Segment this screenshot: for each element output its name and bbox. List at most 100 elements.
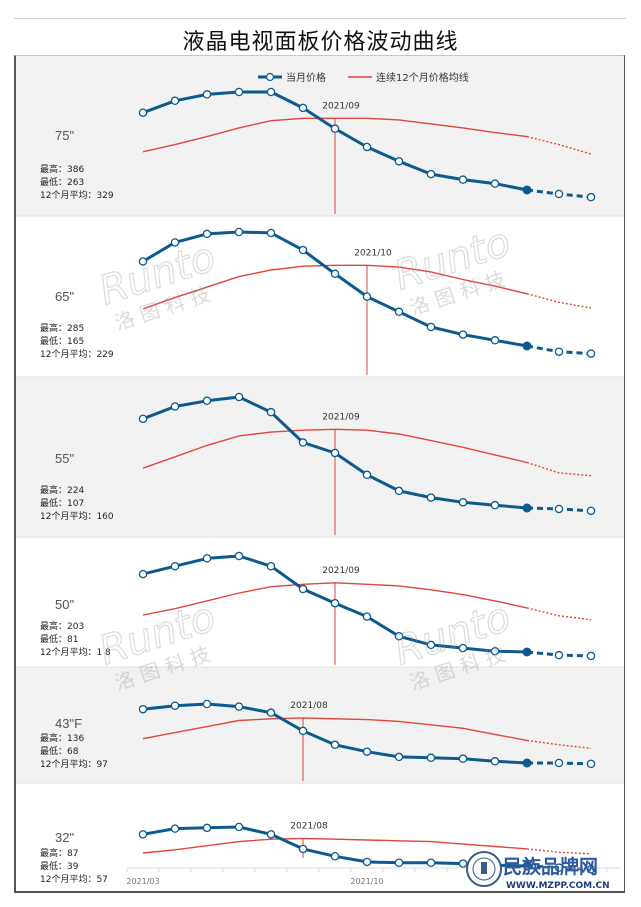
price-point (202, 823, 212, 833)
price-point (490, 646, 500, 656)
legend-current-marker (265, 72, 275, 82)
price-point (298, 584, 308, 594)
price-point (362, 142, 372, 152)
peak-marker-label: 2021/10 (354, 248, 392, 258)
site-logo-name: 民族品牌网 (503, 855, 598, 878)
ma-line-forecast (526, 135, 592, 155)
price-point (458, 330, 468, 339)
price-point (490, 500, 500, 510)
site-logo-emblem-inner (472, 857, 496, 881)
peak-marker-label: 2021/09 (322, 412, 360, 422)
current-month-point (522, 758, 532, 768)
price-point (138, 704, 148, 714)
stat-high: 最高：285 (40, 322, 84, 334)
price-point (202, 699, 212, 709)
price-point (426, 169, 436, 179)
x-tick-label: 2021/03 (126, 877, 159, 886)
site-logo-url: WWW.MZPP.COM.CN (506, 881, 610, 891)
stat-high: 最高：87 (40, 847, 78, 859)
price-point (394, 858, 404, 868)
ma-line (142, 837, 528, 854)
stat-12m-avg: 12个月平均：229 (40, 348, 114, 360)
price-point (554, 504, 564, 514)
legend: 当月价格 连续12个月价格均线 (258, 71, 469, 84)
price-point (458, 498, 468, 507)
price-point (458, 643, 468, 653)
price-point (330, 124, 340, 133)
price-point (394, 486, 404, 496)
price-point (362, 612, 372, 621)
stat-low: 最低：68 (40, 745, 79, 757)
price-point (586, 506, 596, 516)
stat-low: 最低：107 (40, 497, 84, 509)
price-point (362, 857, 372, 867)
panel-background (16, 783, 624, 891)
panel-size-label: 43"F (55, 716, 82, 731)
stat-high: 最高：203 (40, 620, 84, 632)
price-point (426, 493, 436, 502)
price-point (458, 859, 468, 868)
price-point (554, 189, 564, 199)
panel-size-label: 55" (55, 451, 74, 466)
price-point (586, 192, 596, 202)
stat-12m-avg: 12个月平均：329 (40, 189, 114, 201)
panel-background (16, 377, 624, 537)
price-point (586, 349, 596, 358)
price-point (234, 702, 244, 711)
chart-title: 液晶电视面板价格波动曲线 (182, 30, 459, 55)
stat-low: 最低：165 (40, 335, 84, 347)
stat-12m-avg: 12个月平均：57 (40, 873, 108, 885)
price-point (426, 753, 436, 763)
stat-high: 最高：386 (40, 163, 84, 175)
peak-marker-label: 2021/09 (322, 101, 360, 111)
site-logo: 民族品牌网 WWW.MZPP.COM.CN (466, 851, 610, 891)
price-point (138, 108, 148, 117)
price-point (490, 757, 500, 766)
price-point (266, 87, 276, 97)
peak-marker-label: 2021/09 (322, 566, 360, 576)
price-point (458, 175, 468, 184)
ma-line-forecast (526, 739, 592, 749)
price-point (362, 747, 372, 756)
price-point (170, 561, 180, 571)
price-point (362, 292, 372, 301)
price-point (234, 551, 244, 561)
current-month-point (522, 341, 532, 351)
price-point (266, 708, 276, 717)
ma-line-forecast (526, 607, 592, 621)
price-point (458, 754, 468, 763)
price-point (138, 257, 148, 266)
price-point (266, 561, 276, 571)
x-axis: 2021/03 2021/10 (126, 867, 620, 886)
price-point (234, 227, 244, 237)
price-point (394, 157, 404, 166)
stat-high: 最高：136 (40, 732, 84, 744)
price-point (266, 407, 276, 417)
ma-line-forecast (526, 848, 592, 855)
ma-line-forecast (526, 293, 592, 309)
header-rule (14, 18, 626, 19)
current-month-point (522, 503, 532, 513)
price-point (394, 752, 404, 762)
price-point (202, 229, 212, 239)
price-point (330, 740, 340, 750)
current-month-point (522, 185, 532, 195)
price-point (234, 392, 244, 402)
price-point (202, 396, 212, 406)
price-point (362, 470, 372, 480)
price-point (298, 844, 308, 854)
price-point (554, 650, 564, 660)
price-point (426, 322, 436, 332)
legend-ma-label: 连续12个月价格均线 (376, 71, 469, 84)
price-point (426, 640, 436, 650)
price-point (170, 701, 180, 710)
price-point (266, 228, 276, 238)
price-point (266, 830, 276, 839)
price-point (234, 822, 244, 832)
price-point (586, 865, 596, 874)
price-point (330, 448, 340, 458)
